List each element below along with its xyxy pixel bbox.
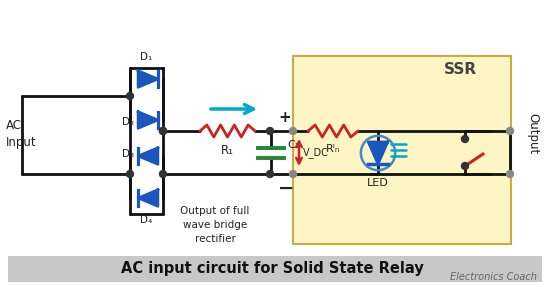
Text: SSR: SSR bbox=[443, 62, 476, 77]
Circle shape bbox=[289, 170, 296, 178]
Circle shape bbox=[126, 170, 134, 178]
Circle shape bbox=[507, 170, 514, 178]
Text: Rᴵₙ: Rᴵₙ bbox=[326, 144, 340, 154]
Polygon shape bbox=[368, 142, 388, 164]
Circle shape bbox=[160, 128, 167, 134]
Circle shape bbox=[289, 128, 296, 134]
Circle shape bbox=[267, 128, 273, 134]
Circle shape bbox=[126, 92, 134, 100]
Circle shape bbox=[507, 128, 514, 134]
Text: Output of full
wave bridge
rectifier: Output of full wave bridge rectifier bbox=[180, 206, 250, 244]
Polygon shape bbox=[138, 190, 158, 206]
Text: AC
Input: AC Input bbox=[6, 119, 37, 149]
Text: D₂: D₂ bbox=[122, 117, 134, 127]
FancyBboxPatch shape bbox=[8, 256, 542, 282]
Text: C₁: C₁ bbox=[287, 140, 299, 150]
FancyBboxPatch shape bbox=[293, 56, 511, 244]
Text: V_DC: V_DC bbox=[303, 147, 329, 158]
Circle shape bbox=[267, 170, 273, 178]
Text: R₁: R₁ bbox=[221, 144, 234, 157]
Text: Output: Output bbox=[526, 113, 540, 155]
Text: AC input circuit for Solid State Relay: AC input circuit for Solid State Relay bbox=[120, 261, 424, 277]
Circle shape bbox=[461, 136, 469, 142]
Circle shape bbox=[160, 170, 167, 178]
Polygon shape bbox=[138, 71, 158, 88]
Text: Electronics Coach: Electronics Coach bbox=[450, 272, 537, 282]
Circle shape bbox=[461, 162, 469, 170]
Text: D₁: D₁ bbox=[140, 52, 152, 62]
Text: +: + bbox=[278, 110, 291, 125]
Text: −: − bbox=[278, 179, 294, 198]
Text: D₃: D₃ bbox=[122, 149, 134, 159]
Polygon shape bbox=[138, 112, 158, 128]
Circle shape bbox=[160, 128, 167, 134]
Text: D₄: D₄ bbox=[140, 215, 152, 225]
Text: LED: LED bbox=[367, 178, 389, 188]
Polygon shape bbox=[138, 148, 158, 164]
